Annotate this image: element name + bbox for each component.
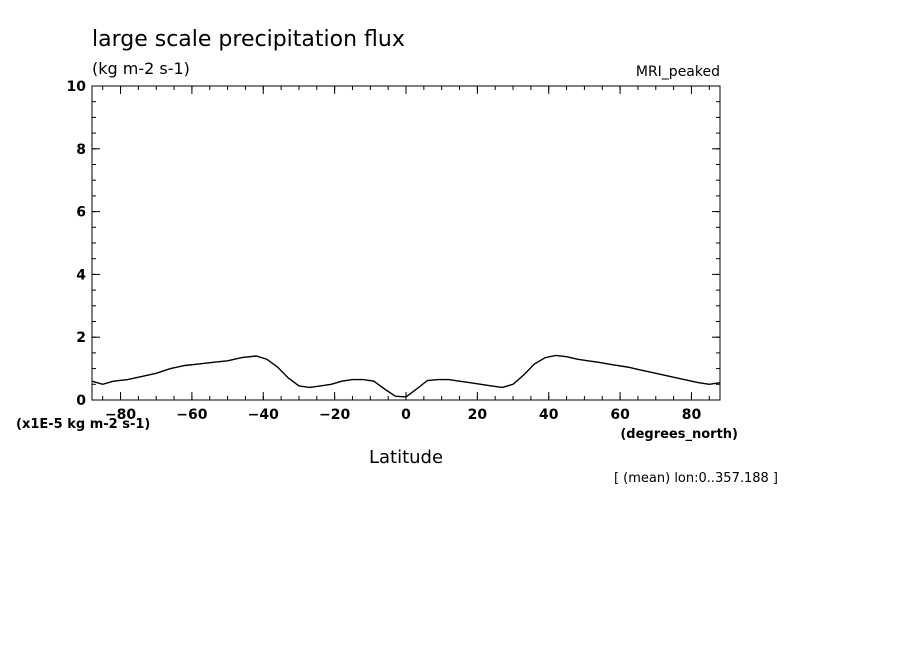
y-tick-label: 0 bbox=[76, 393, 86, 409]
x-units-label: (degrees_north) bbox=[620, 427, 738, 442]
x-tick-label: 80 bbox=[682, 407, 702, 423]
x-tick-label: 40 bbox=[539, 407, 559, 423]
y-tick-label: 6 bbox=[76, 205, 86, 221]
mean-note: [ (mean) lon:0..357.188 ] bbox=[614, 471, 778, 486]
precipitation-series-line bbox=[91, 354, 721, 398]
x-tick-label: 60 bbox=[610, 407, 630, 423]
units-label: (kg m-2 s-1) bbox=[92, 59, 190, 78]
plot-frame bbox=[91, 85, 721, 401]
chart-title: large scale precipitation flux bbox=[92, 27, 405, 52]
x-axis-label: Latitude bbox=[369, 447, 443, 468]
x-tick-labels: −80 −60 −40 −20 0 20 40 60 80 bbox=[105, 407, 702, 423]
x-tick-label: −40 bbox=[248, 407, 279, 423]
x-tick-label: 20 bbox=[468, 407, 488, 423]
y-tick-labels: 0 2 4 6 8 10 bbox=[67, 79, 87, 409]
major-ticks bbox=[92, 85, 720, 401]
model-label: MRI_peaked bbox=[636, 64, 720, 80]
minor-ticks bbox=[92, 86, 720, 400]
y-scale-label: (x1E-5 kg m-2 s-1) bbox=[16, 417, 150, 432]
y-tick-label: 2 bbox=[76, 330, 86, 346]
x-tick-label: −60 bbox=[176, 407, 207, 423]
x-tick-label: 0 bbox=[401, 407, 411, 423]
y-tick-label: 8 bbox=[76, 142, 86, 158]
y-tick-label: 4 bbox=[76, 267, 86, 283]
x-tick-label: −20 bbox=[319, 407, 350, 423]
y-tick-label: 10 bbox=[67, 79, 87, 95]
x-tick-label: −80 bbox=[105, 407, 136, 423]
